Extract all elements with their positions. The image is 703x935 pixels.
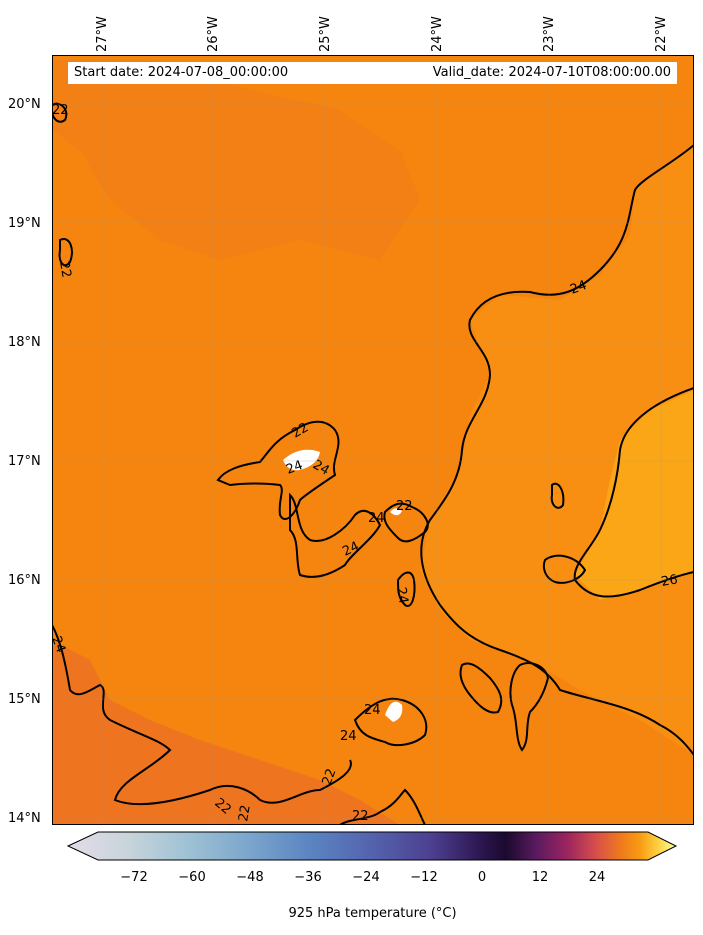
contour-label: 24 [368,511,385,526]
contour-22-bottom [339,788,426,825]
contour-label: 24 [364,703,381,718]
contour-label: 22 [52,103,69,118]
contour-label: 24 [310,457,332,478]
field-cool-patch [52,60,420,260]
contour-label: 22 [236,804,254,823]
contour-label: 22 [56,260,74,279]
colorbar-tick: −48 [236,870,264,885]
lat-label: 16°N [8,573,41,588]
contour-island-b [383,502,429,543]
lat-label: 19°N [8,216,41,231]
contour-island-d [396,571,416,607]
colorbar-tick: −24 [352,870,380,885]
contour-label: 24 [340,729,357,744]
lon-label: 23°W [542,16,557,52]
lon-label: 27°W [95,16,110,52]
contour-island-e [353,697,428,747]
colorbar [66,831,678,861]
contour-island-a [216,420,340,520]
contour-island-j [58,238,73,267]
valid-date-text: Valid_date: 2024-07-10T08:00:00.00 [432,65,671,80]
contour-24-main [420,144,694,756]
contour-label: 24 [284,458,305,478]
contour-island-h [550,482,565,509]
colorbar-tick: 0 [477,870,487,885]
lat-label: 17°N [8,454,41,469]
field-warm-core [575,390,694,600]
lat-label: 14°N [8,811,41,826]
lon-label: 24°W [430,16,445,52]
white-blob [390,508,402,516]
field-cool-patch [52,640,400,825]
lat-label: 15°N [8,692,41,707]
contour-island-g [542,554,587,584]
lon-label: 22°W [654,16,669,52]
contour-22-left [52,624,352,806]
contour-label: 24 [52,634,68,655]
colorbar-tick: −60 [178,870,206,885]
contour-label: 22 [352,809,369,824]
contour-island-c [289,492,382,578]
contour-label: 26 [660,572,679,590]
contour-label: 24 [340,539,361,560]
contour-label: 22 [396,499,413,514]
contour-26 [573,387,694,598]
start-date-text: Start date: 2024-07-08_00:00:00 [74,65,289,80]
lon-label: 25°W [318,16,333,52]
contour-island-i [509,662,550,752]
lat-label: 18°N [8,335,41,350]
temperature-map: 22 22 22 24 24 22 24 24 24 26 24 24 22 2… [52,55,694,825]
field-warm-region [420,145,694,755]
contour-label: 22 [290,420,312,441]
lon-label: 26°W [206,16,221,52]
colorbar-tick: 24 [588,870,606,885]
contour-label: 24 [393,586,411,605]
colorbar-tick: −12 [410,870,438,885]
contour-label: 22 [320,767,340,788]
colorbar-tick: −36 [294,870,322,885]
lat-label: 20°N [8,97,41,112]
contour-label: 24 [568,278,589,298]
colorbar-tick: 12 [531,870,549,885]
colorbar-tick: −72 [120,870,148,885]
contour-island-f [459,662,503,714]
date-info-box: Start date: 2024-07-08_00:00:00 Valid_da… [68,62,677,84]
white-blob [283,449,320,471]
white-blob [385,701,403,722]
colorbar-label: 925 hPa temperature (°C) [288,906,457,921]
